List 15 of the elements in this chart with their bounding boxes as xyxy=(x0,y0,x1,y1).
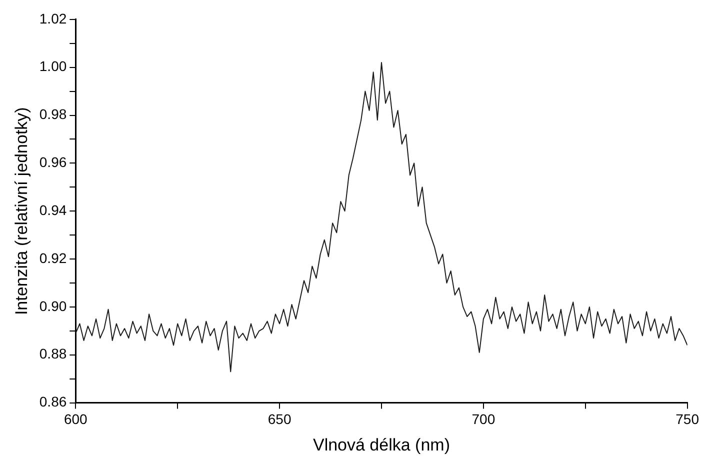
y-tick-label: 0.96 xyxy=(39,154,67,170)
y-tick-label: 0.86 xyxy=(39,394,67,410)
y-tick-label: 0.98 xyxy=(39,106,67,122)
x-tick-label: 600 xyxy=(64,411,88,428)
x-tick-label: 750 xyxy=(676,411,700,428)
x-tick-label: 650 xyxy=(268,411,292,428)
y-axis-title: Intenzita (relativní jednotky) xyxy=(12,107,31,316)
x-tick-label: 700 xyxy=(472,411,496,428)
y-tick-label: 1.02 xyxy=(39,10,67,26)
y-tick-label: 0.92 xyxy=(39,250,67,266)
y-tick-label: 0.94 xyxy=(39,202,67,218)
y-tick-label: 1.00 xyxy=(39,58,67,74)
x-axis-title: Vlnová délka (nm) xyxy=(312,435,450,454)
y-tick-label: 0.88 xyxy=(39,346,67,362)
y-tick-label: 0.90 xyxy=(39,298,67,314)
